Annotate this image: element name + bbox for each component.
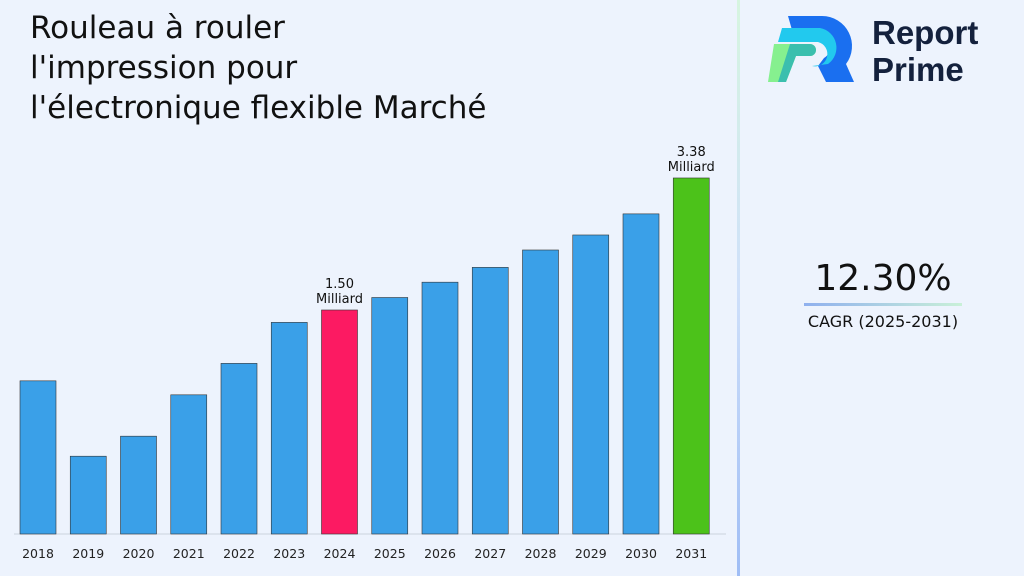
logo-line: Prime xyxy=(872,51,964,88)
x-tick-label: 2022 xyxy=(223,546,255,561)
x-tick-label: 2018 xyxy=(22,546,54,561)
x-tick-label: 2026 xyxy=(424,546,456,561)
x-tick-label: 2023 xyxy=(273,546,305,561)
bar-2029 xyxy=(572,234,610,535)
bar-2027 xyxy=(471,267,509,535)
data-label: Milliard xyxy=(668,160,715,175)
cagr-value: 12.30% xyxy=(814,258,952,299)
x-tick-label: 2030 xyxy=(625,546,657,561)
bar-chart: 2018 2019 2020 2021 2022 2023 20241.50Milliard… xyxy=(14,145,726,561)
title-line: l'impression pour xyxy=(30,50,298,86)
x-tick-label: 2027 xyxy=(474,546,506,561)
bar-2019 xyxy=(69,455,107,535)
cagr-underline xyxy=(804,303,962,306)
bar-2031 xyxy=(672,177,710,535)
x-tick-label: 2029 xyxy=(575,546,607,561)
bar-2025 xyxy=(371,297,409,535)
data-label: Milliard xyxy=(316,292,363,307)
x-tick-label: 2024 xyxy=(324,546,356,561)
bar-2028 xyxy=(522,249,559,535)
data-label: 1.50 xyxy=(325,277,354,292)
x-tick-label: 2025 xyxy=(374,546,406,561)
bar-2021 xyxy=(170,394,208,535)
logo-icon xyxy=(768,16,854,82)
logo-text: Report Prime xyxy=(872,14,978,88)
cagr-panel: 12.30% CAGR (2025-2031) xyxy=(800,258,966,331)
x-tick-label: 2019 xyxy=(72,546,104,561)
bar-2023 xyxy=(270,322,308,535)
x-tick-label: 2028 xyxy=(525,546,557,561)
page-title: Rouleau à rouler l'impression pour l'éle… xyxy=(30,8,590,128)
x-tick-label: 2021 xyxy=(173,546,205,561)
data-label: 3.38 xyxy=(677,145,706,160)
bar-2018 xyxy=(19,380,57,535)
x-tick-label: 2031 xyxy=(675,546,707,561)
title-line: l'électronique flexible Marché xyxy=(30,90,487,126)
divider xyxy=(737,0,740,576)
logo-line: Report xyxy=(872,14,979,51)
bar-2024 xyxy=(321,309,358,535)
x-tick-label: 2020 xyxy=(123,546,155,561)
bar-2022 xyxy=(220,363,258,535)
title-line: Rouleau à rouler xyxy=(30,10,285,46)
bar-2026 xyxy=(421,281,459,535)
cagr-label: CAGR (2025-2031) xyxy=(807,312,959,331)
bar-2030 xyxy=(622,213,660,535)
bar-2020 xyxy=(120,435,157,535)
